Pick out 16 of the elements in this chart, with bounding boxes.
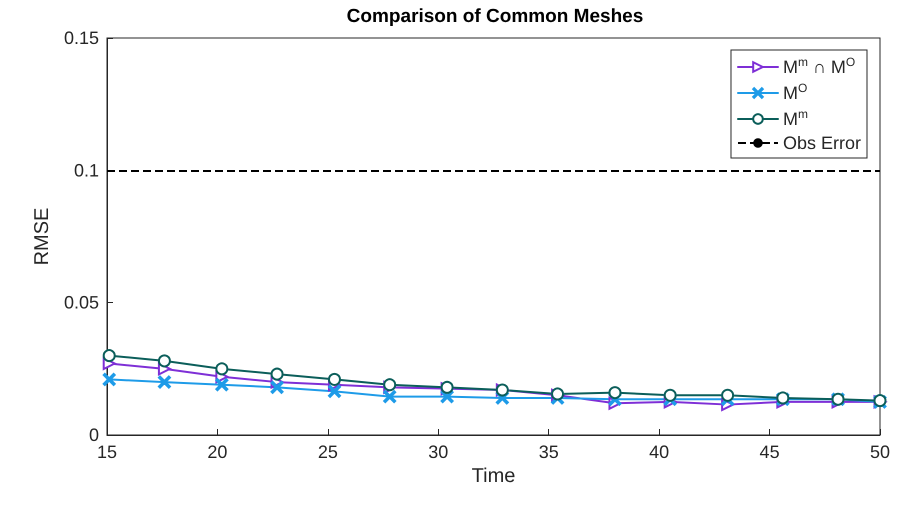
x-tick-label: 15: [96, 442, 118, 462]
x-tick-label: 50: [870, 442, 890, 462]
y-tick-label: 0.15: [64, 28, 99, 48]
x-tick-label: 40: [649, 442, 670, 462]
x-tick-label: 45: [760, 442, 780, 462]
x-tick-label: 30: [428, 442, 448, 462]
y-tick-label: 0: [88, 425, 99, 445]
y-tick-label: 0.05: [64, 292, 99, 313]
x-tick-label: 25: [318, 442, 338, 462]
chart-title: Comparison of Common Meshes: [346, 6, 644, 27]
x-axis-title: Time: [472, 464, 516, 487]
legend-label: Obs Error: [782, 133, 862, 153]
y-tick-label: 0.1: [74, 160, 99, 180]
y-axis-title: RMSE: [31, 208, 53, 266]
x-tick-label: 20: [207, 442, 228, 462]
x-tick-label: 35: [538, 442, 559, 462]
